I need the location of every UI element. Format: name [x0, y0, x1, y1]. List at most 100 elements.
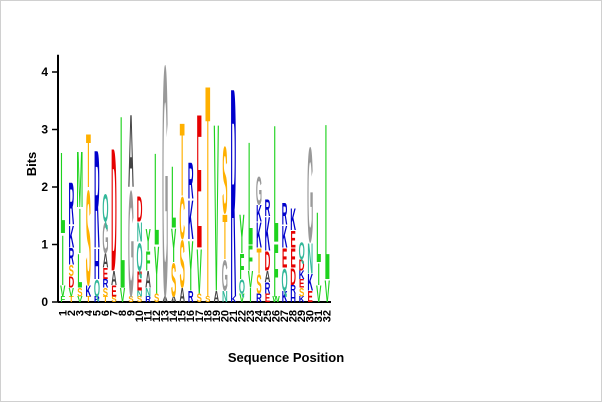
logo-letter-q: Q [299, 237, 305, 264]
logo-letter-y: Y [188, 226, 193, 306]
logo-letter-k: K [282, 288, 288, 306]
logo-letter-g: G [102, 213, 108, 263]
logo-letter-s: S [222, 127, 227, 234]
logo-letter-s: S [86, 163, 91, 314]
x-tick-label: 31 [313, 310, 325, 322]
logo-letter-v: V [69, 287, 74, 300]
logo-letter-q: Q [102, 187, 108, 231]
x-tick-label: 14 [168, 309, 180, 322]
logo-letter-n: N [222, 288, 228, 306]
x-tick-label: 21 [228, 310, 240, 322]
x-tick-label: 10 [134, 310, 146, 322]
x-tick-label: 8 [117, 310, 129, 316]
y-axis: 0 1 2 3 4 [41, 54, 59, 309]
x-tick-label: 6 [100, 310, 112, 316]
logo-letter-a: A [128, 93, 134, 210]
logo-letter-i: I [79, 196, 81, 268]
x-tick-label: 4 [83, 309, 95, 316]
x-tick-label: 5 [91, 310, 103, 316]
logo-letter-r: R [265, 279, 271, 297]
logo-letter-v: V [197, 236, 202, 308]
logo-letter-c: C [179, 185, 185, 252]
logo-letter-e: E [137, 266, 142, 297]
logo-letter-l: L [60, 130, 65, 258]
logo-letter-q: Q [94, 275, 100, 302]
logo-letter-a: A [103, 250, 109, 272]
logo-letter-a: A [162, 295, 168, 304]
logo-letter-m: M [77, 137, 84, 226]
logo-letter-s: S [111, 295, 116, 304]
logo-letter-e: E [299, 278, 304, 291]
logo-letter-r: R [282, 196, 288, 232]
logo-letter-t: T [205, 23, 210, 361]
logo-letter-v: V [120, 285, 126, 307]
x-tick-label: 16 [185, 310, 197, 322]
y-axis-label: Bits [24, 152, 39, 177]
logo-letter-l: L [120, 64, 125, 341]
logo-letter-t: T [69, 295, 74, 304]
logo-letter-s: S [205, 295, 210, 304]
x-tick-label: 12 [151, 310, 163, 322]
logo-letter-h: H [290, 293, 296, 306]
logo-letter-a: A [111, 268, 117, 290]
logo-letter-e: E [111, 282, 116, 300]
logo-letter-w: W [272, 295, 280, 304]
x-tick-label: 2 [66, 310, 78, 316]
logo-letter-a: A [145, 266, 151, 293]
x-tick-label: 13 [160, 310, 172, 322]
logo-letter-f: F [60, 295, 65, 304]
x-tick-label: 29 [296, 310, 308, 322]
logo-letter-t: T [86, 119, 91, 203]
logo-letter-s: S [197, 293, 202, 306]
y-tick-label: 0 [41, 295, 48, 309]
x-tick-label: 28 [288, 310, 300, 322]
logo-letter-v: V [325, 273, 330, 309]
logo-letter-v: V [316, 281, 321, 308]
logo-letter-i: I [318, 256, 320, 292]
logo-letter-s: S [69, 262, 74, 280]
logo-letter-f: F [240, 246, 245, 287]
x-tick-label: 24 [253, 309, 265, 322]
logo-letter-t: T [86, 295, 91, 304]
logo-letter-y: Y [154, 233, 159, 309]
logo-letter-a: A [179, 285, 185, 307]
logo-letter-i: I [62, 220, 64, 300]
logo-letter-v: V [77, 295, 83, 304]
x-tick-label: 19 [211, 310, 223, 322]
logo-letter-s: S [103, 287, 108, 300]
logo-letter-q: Q [282, 262, 288, 298]
logo-letter-k: K [188, 190, 194, 252]
logo-letter-v: V [214, 74, 219, 341]
logo-letter-s: S [137, 295, 142, 304]
x-tick-label: 26 [271, 310, 283, 322]
logo-letter-q: Q [136, 236, 142, 280]
logo-letter-a: A [171, 295, 177, 304]
x-tick-label: 30 [305, 310, 317, 322]
logo-letter-d: D [265, 246, 271, 277]
logo-letter-r: R [265, 194, 271, 221]
logo-letter-r: R [290, 284, 296, 297]
x-tick-label: 27 [279, 310, 291, 322]
logo-letter-e: E [103, 265, 108, 283]
logo-letter-v: V [60, 282, 66, 300]
logo-letter-s: S [128, 295, 133, 304]
logo-letter-r: R [188, 288, 194, 306]
logo-letter-d: D [68, 274, 74, 292]
x-tick-label: 18 [202, 310, 214, 322]
logo-letter-r: R [94, 120, 100, 277]
logo-letter-e: E [290, 243, 295, 274]
x-tick-label: 20 [219, 310, 231, 322]
logo-letter-s: S [256, 269, 261, 300]
logo-letter-e: E [290, 226, 295, 253]
logo-letter-t: T [222, 201, 227, 273]
logo-letter-s: S [154, 293, 159, 306]
logo-letter-l: L [325, 77, 330, 327]
logo-letter-l: L [316, 197, 321, 277]
x-tick-label: 22 [236, 310, 248, 322]
logo-letter-n: N [307, 233, 313, 283]
logo-letter-y: Y [145, 221, 150, 257]
x-tick-label: 7 [108, 310, 120, 316]
logo-letter-r: R [188, 151, 194, 210]
logo-letter-d: D [111, 112, 117, 308]
